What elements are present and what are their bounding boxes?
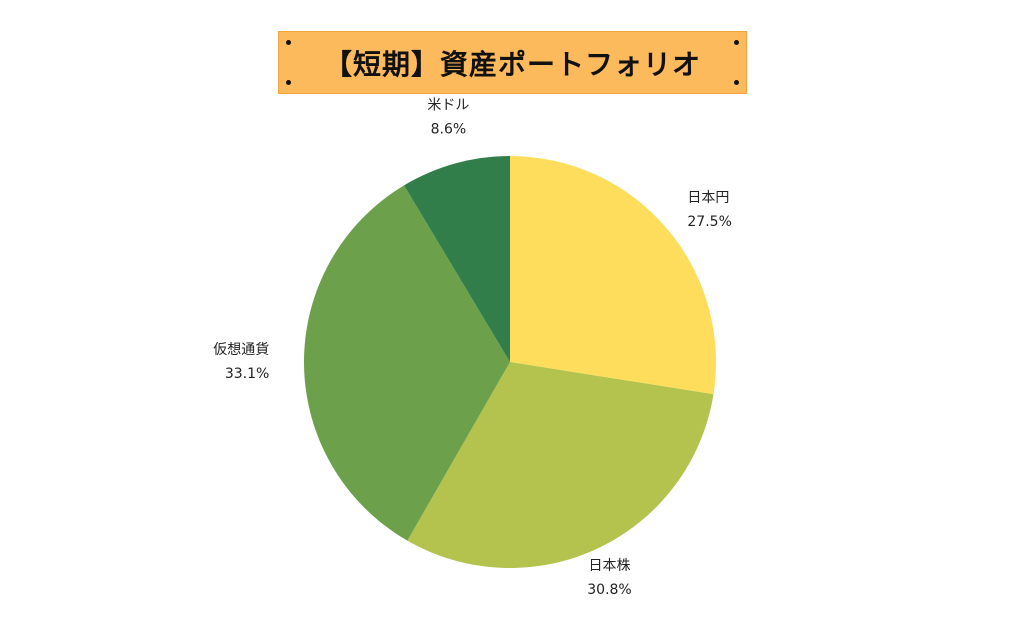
slice-value-label: 27.5% — [687, 214, 731, 230]
pie-slices — [303, 156, 716, 569]
decorative-dot — [286, 80, 291, 85]
slice-label: 日本円 — [687, 190, 729, 206]
pie-slice — [404, 156, 510, 362]
pie-slice — [407, 362, 714, 569]
title-banner: 【短期】資産ポートフォリオ — [278, 31, 747, 94]
pie-labels: 日本円 27.5% 日本株 30.8% 仮想通貨 33.1% 米ドル 8.6% — [213, 98, 732, 598]
decorative-dot — [734, 40, 739, 45]
decorative-dot — [734, 80, 739, 85]
slice-label: 日本株 — [589, 558, 631, 574]
decorative-dot — [286, 40, 291, 45]
slice-value-label: 33.1% — [225, 366, 269, 382]
chart-title: 【短期】資産ポートフォリオ — [323, 47, 701, 81]
pie-slice — [303, 185, 510, 541]
slice-label: 米ドル — [427, 98, 469, 114]
slice-label: 仮想通貨 — [213, 341, 269, 358]
slice-value-label: 8.6% — [431, 122, 467, 138]
slice-value-label: 30.8% — [587, 582, 631, 598]
pie-slice — [510, 156, 716, 395]
